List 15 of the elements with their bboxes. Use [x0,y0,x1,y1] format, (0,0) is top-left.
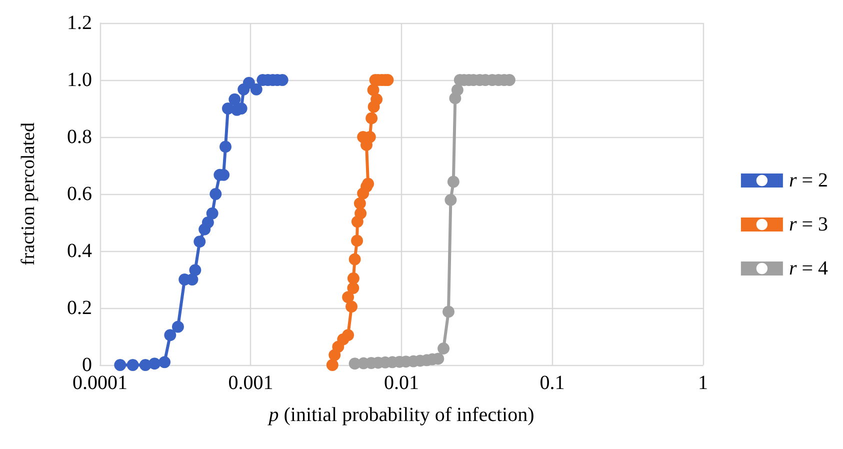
y-tick-label: 0.8 [67,126,92,148]
x-tick-label: 0.001 [228,372,274,394]
x-tick-label: 0.1 [540,372,565,394]
x-tick-label: 1 [698,372,708,394]
y-tick-label: 1.0 [67,69,92,91]
y-tick-label: 0.6 [67,183,92,205]
legend-label: r = 2 [788,170,828,192]
y-tick-label: 1.2 [67,12,92,34]
legend-label: r = 4 [788,258,828,280]
y-axis-title: fraction percolated [18,122,39,266]
x-tick-label: 0.01 [384,372,419,394]
y-tick-label: 0.2 [67,297,92,319]
y-tick-label: 0.4 [67,240,92,262]
x-axis-title: p (initial probability of infection) [266,404,534,426]
legend-label: r = 3 [788,214,828,236]
